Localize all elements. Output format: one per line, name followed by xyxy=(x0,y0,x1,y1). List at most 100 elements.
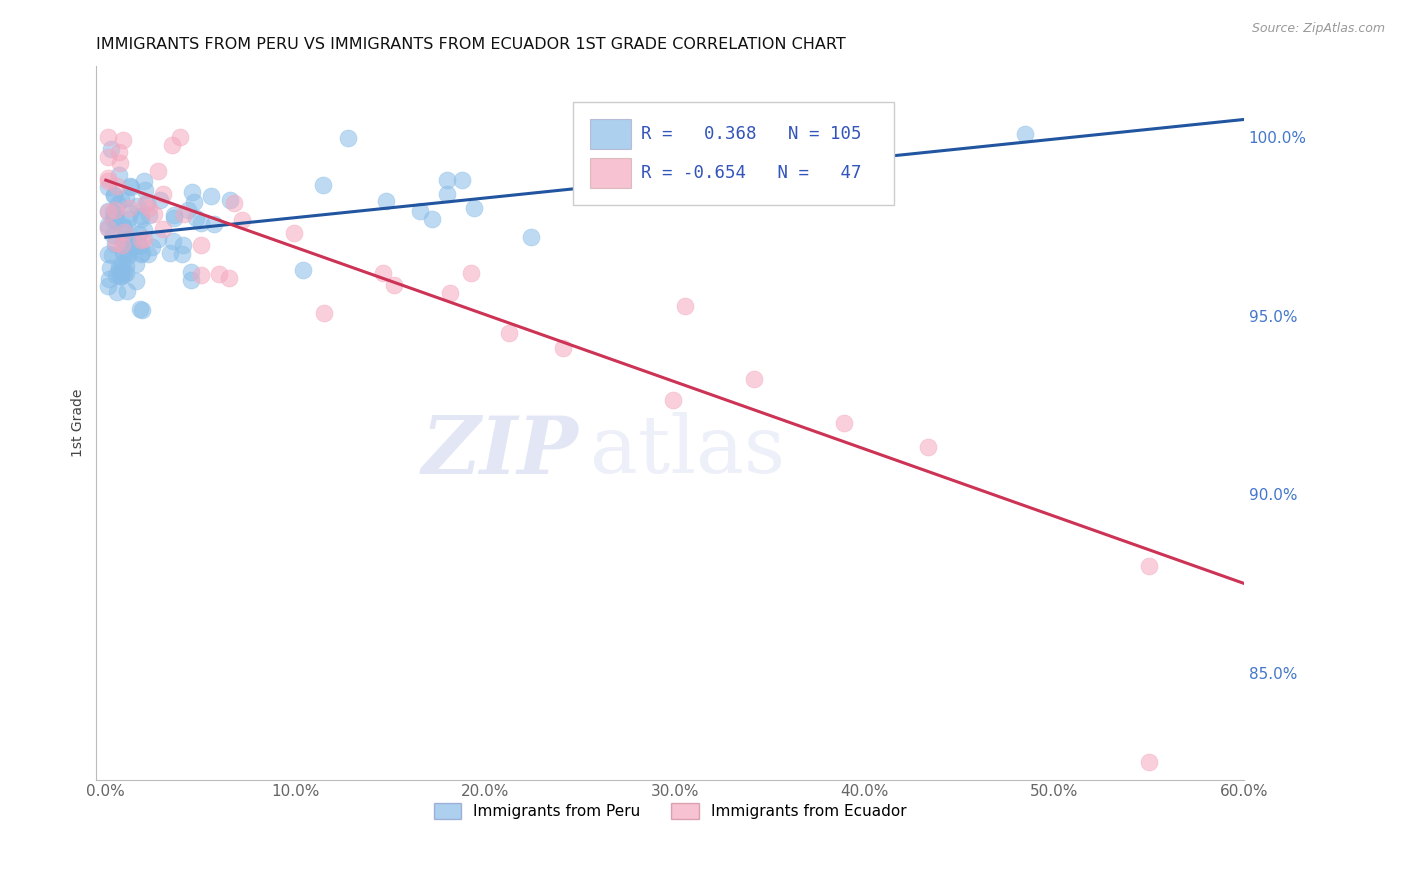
Point xyxy=(190,268,212,282)
Point xyxy=(127,199,149,213)
Point xyxy=(1137,558,1160,573)
Point xyxy=(97,247,120,261)
Point xyxy=(97,180,120,194)
Y-axis label: 1st Grade: 1st Grade xyxy=(72,389,86,457)
Point xyxy=(105,211,128,226)
Point xyxy=(115,242,138,256)
Point xyxy=(97,205,120,219)
Point xyxy=(114,266,136,280)
Point xyxy=(460,266,482,280)
Point xyxy=(283,227,305,241)
Point xyxy=(134,197,156,211)
Point xyxy=(173,207,195,221)
Point xyxy=(222,196,245,211)
Text: atlas: atlas xyxy=(589,412,785,491)
Point xyxy=(138,208,160,222)
Text: Source: ZipAtlas.com: Source: ZipAtlas.com xyxy=(1251,22,1385,36)
Point xyxy=(163,207,186,221)
Point xyxy=(111,219,134,233)
Point xyxy=(103,211,125,226)
Point xyxy=(498,326,520,341)
Point xyxy=(152,186,174,201)
Point xyxy=(832,416,855,430)
Legend: Immigrants from Peru, Immigrants from Ecuador: Immigrants from Peru, Immigrants from Ec… xyxy=(427,797,912,825)
Point xyxy=(110,269,132,284)
Point xyxy=(673,299,696,313)
Point xyxy=(917,440,939,454)
Point xyxy=(107,197,129,211)
Point xyxy=(208,267,231,281)
Text: IMMIGRANTS FROM PERU VS IMMIGRANTS FROM ECUADOR 1ST GRADE CORRELATION CHART: IMMIGRANTS FROM PERU VS IMMIGRANTS FROM … xyxy=(97,37,846,53)
Point xyxy=(97,221,120,235)
Point xyxy=(180,265,202,279)
Point xyxy=(110,268,132,283)
Point xyxy=(439,285,461,300)
Point xyxy=(172,238,194,252)
Point xyxy=(118,206,141,220)
Point xyxy=(163,211,186,225)
Point xyxy=(101,228,124,243)
Point xyxy=(108,145,131,160)
Point xyxy=(132,232,155,246)
Point xyxy=(312,178,335,192)
Point xyxy=(128,239,150,253)
Point xyxy=(218,271,240,285)
Point xyxy=(131,233,153,247)
Point xyxy=(520,230,543,244)
Point xyxy=(1014,127,1036,141)
Point xyxy=(292,263,315,277)
Point xyxy=(120,180,142,194)
Point xyxy=(200,189,222,203)
Point xyxy=(129,211,152,226)
Point xyxy=(111,257,134,271)
Point xyxy=(134,183,156,197)
Point xyxy=(553,341,575,355)
Point xyxy=(146,164,169,178)
Point xyxy=(117,246,139,260)
Point xyxy=(117,212,139,227)
Point xyxy=(312,306,335,320)
Point xyxy=(136,247,159,261)
Point xyxy=(114,191,136,205)
Point xyxy=(117,250,139,264)
Point xyxy=(108,168,131,182)
Point xyxy=(231,213,253,227)
Point xyxy=(138,201,160,215)
Point xyxy=(101,248,124,262)
Point xyxy=(148,194,170,208)
Point xyxy=(100,143,122,157)
Point xyxy=(141,240,163,254)
Point xyxy=(105,236,128,251)
Point xyxy=(169,130,191,145)
Point xyxy=(124,240,146,254)
Point xyxy=(131,246,153,260)
Point xyxy=(108,268,131,282)
Text: ZIP: ZIP xyxy=(422,413,578,490)
Point xyxy=(104,236,127,251)
Point xyxy=(111,264,134,278)
FancyBboxPatch shape xyxy=(589,120,631,150)
Point xyxy=(115,231,138,245)
Point xyxy=(160,137,183,152)
Point xyxy=(103,188,125,202)
Point xyxy=(115,221,138,235)
Point xyxy=(382,278,405,293)
Point xyxy=(115,284,138,298)
Point xyxy=(132,223,155,237)
Point xyxy=(103,188,125,202)
Point xyxy=(128,227,150,241)
Point xyxy=(336,131,359,145)
Point xyxy=(131,303,153,318)
Point xyxy=(118,178,141,193)
Point xyxy=(111,245,134,260)
Point xyxy=(104,203,127,218)
Point xyxy=(180,273,202,287)
Point xyxy=(136,196,159,211)
Point xyxy=(183,194,205,209)
Point xyxy=(112,220,135,235)
Point xyxy=(1137,755,1160,769)
Point xyxy=(97,221,120,235)
Point xyxy=(129,247,152,261)
Point xyxy=(180,185,202,199)
Point xyxy=(420,211,443,226)
